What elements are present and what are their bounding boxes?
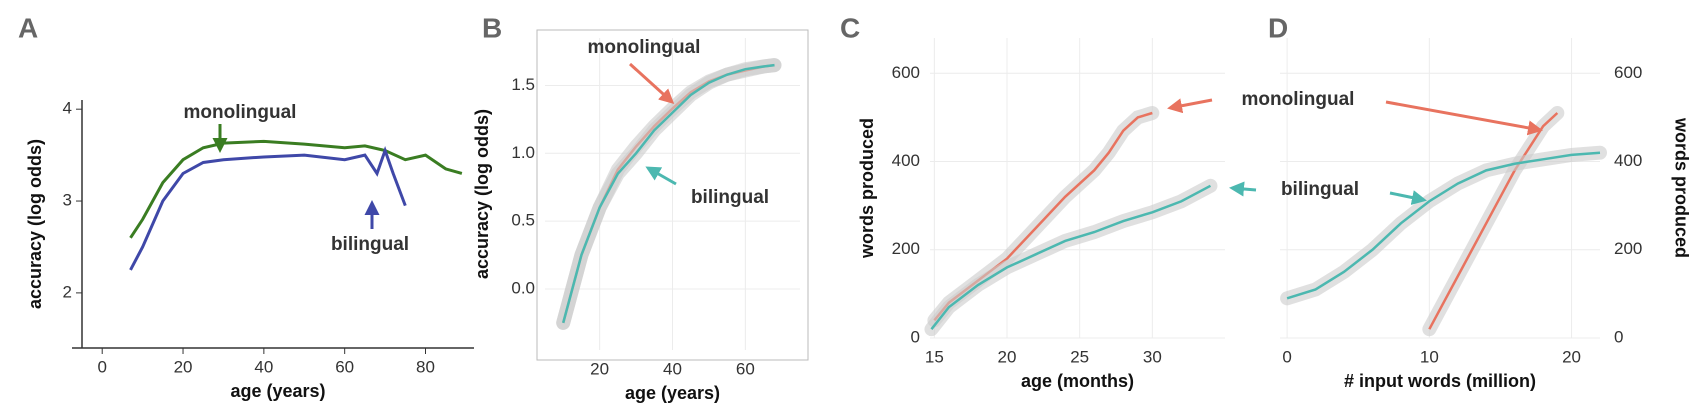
y-tick-label: 1.5 <box>511 75 535 94</box>
y-tick-label: 0.5 <box>511 211 535 230</box>
line-halo <box>1422 106 1565 337</box>
x-tick-label: 60 <box>736 359 755 378</box>
y-axis-label: words produced <box>1671 117 1691 258</box>
y-tick-label: 2 <box>63 282 72 301</box>
y-tick-label: 600 <box>1614 63 1642 82</box>
panel-label: B <box>482 12 502 43</box>
y-axis-label: accuracy (log odds) <box>472 109 492 279</box>
y-tick-label: 200 <box>892 239 920 258</box>
y-tick-label: 400 <box>1614 151 1642 170</box>
x-tick-label: 80 <box>416 357 435 376</box>
series-annotation: bilingual <box>691 187 769 208</box>
y-tick-label: 3 <box>63 191 72 210</box>
x-axis-label: # input words (million) <box>1344 371 1536 391</box>
x-tick-label: 25 <box>1070 347 1089 366</box>
series-line <box>562 63 775 324</box>
annotation-arrow <box>1385 100 1543 136</box>
series-annotation: bilingual <box>1281 179 1359 200</box>
x-tick-label: 0 <box>1282 347 1291 366</box>
series-line <box>129 139 463 239</box>
panel-label: D <box>1268 12 1288 43</box>
x-axis-label: age (years) <box>230 381 325 401</box>
y-tick-label: 0 <box>1614 327 1623 346</box>
x-tick-label: 30 <box>1143 347 1162 366</box>
x-tick-label: 20 <box>998 347 1017 366</box>
line-halo <box>1280 145 1607 306</box>
x-tick-label: 60 <box>335 357 354 376</box>
annotation-arrow <box>645 166 677 186</box>
panel-label: A <box>18 12 38 43</box>
series-line <box>1428 112 1559 330</box>
y-tick-label: 200 <box>1614 239 1642 258</box>
plot-frame <box>536 29 809 361</box>
series-annotation: bilingual <box>331 234 409 255</box>
annotation-arrow <box>1167 98 1213 114</box>
x-tick-label: 40 <box>663 359 682 378</box>
series-annotation: monolingual <box>184 102 297 123</box>
x-axis-label: age (years) <box>625 383 720 403</box>
series-line <box>1286 151 1601 300</box>
annotation-arrow <box>1389 190 1427 205</box>
x-tick-label: 20 <box>174 357 193 376</box>
series-annotation: monolingual <box>1242 89 1355 110</box>
series-annotation: monolingual <box>588 37 701 58</box>
y-tick-label: 0 <box>911 327 920 346</box>
y-axis-label: accuracy (log odds) <box>25 139 45 309</box>
x-tick-label: 20 <box>590 359 609 378</box>
y-tick-label: 400 <box>892 151 920 170</box>
x-tick-label: 15 <box>925 347 944 366</box>
series-line <box>930 184 1212 330</box>
panel-label: C <box>840 12 860 43</box>
series-line <box>129 146 407 271</box>
x-tick-label: 0 <box>97 357 106 376</box>
annotation-arrow <box>628 62 675 105</box>
y-tick-label: 0.0 <box>511 278 535 297</box>
x-tick-label: 10 <box>1420 347 1439 366</box>
annotation-arrow <box>1229 181 1257 197</box>
x-tick-label: 40 <box>254 357 273 376</box>
y-tick-label: 4 <box>63 99 72 118</box>
y-axis-label: words produced <box>857 118 877 259</box>
x-axis-label: age (months) <box>1021 371 1134 391</box>
y-tick-label: 1.0 <box>511 143 535 162</box>
y-tick-label: 600 <box>892 63 920 82</box>
x-tick-label: 20 <box>1562 347 1581 366</box>
